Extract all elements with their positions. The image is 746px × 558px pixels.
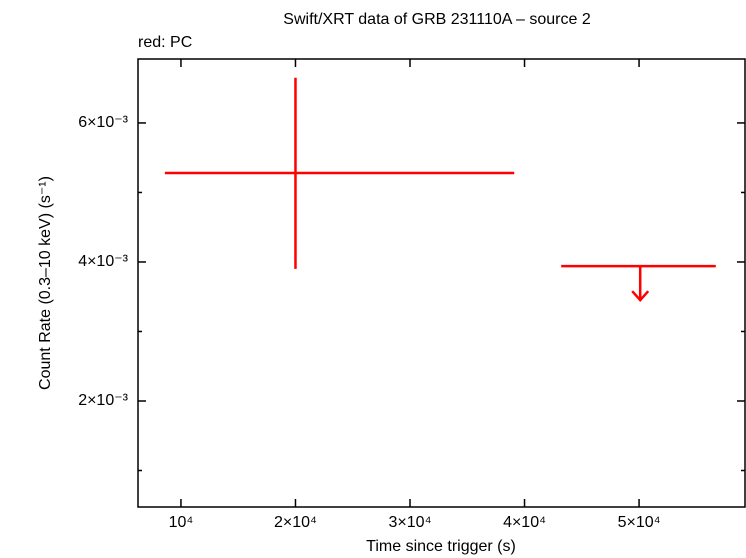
y-tick-label: 4×10⁻³ (78, 253, 128, 270)
plot-frame (137, 58, 746, 508)
legend-label: red: PC (138, 34, 192, 51)
y-tick-label: 6×10⁻³ (78, 114, 128, 131)
x-tick-label: 10⁴ (169, 514, 194, 531)
x-tick-label: 3×10⁴ (389, 514, 432, 531)
upper-limit-arrow (631, 266, 650, 303)
y-axis-label: Count Rate (0.3–10 keV) (s⁻¹) (37, 176, 54, 390)
x-tick-label: 5×10⁴ (618, 514, 661, 531)
x-tick-label: 2×10⁴ (274, 514, 317, 531)
chart-title: Swift/XRT data of GRB 231110A – source 2 (283, 11, 591, 28)
x-tick-label: 4×10⁴ (503, 514, 546, 531)
y-tick-label: 2×10⁻³ (78, 392, 128, 409)
x-axis-label: Time since trigger (s) (366, 538, 516, 555)
